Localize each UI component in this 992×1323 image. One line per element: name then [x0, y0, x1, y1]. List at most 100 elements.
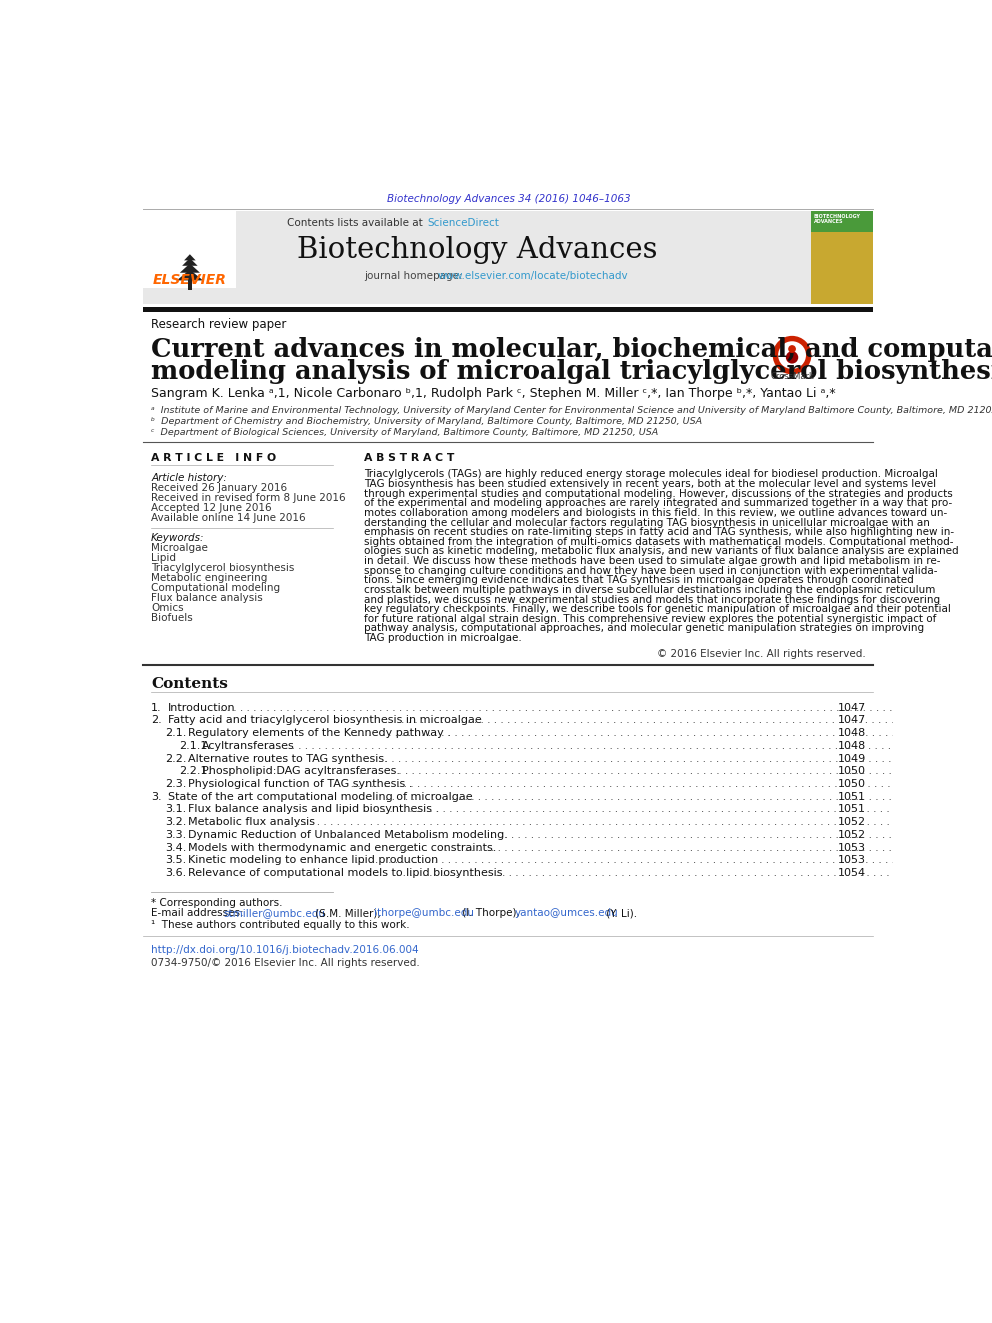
Text: Triacylglycerol biosynthesis: Triacylglycerol biosynthesis: [151, 564, 295, 573]
Text: Phospholipid:DAG acyltransferases.: Phospholipid:DAG acyltransferases.: [202, 766, 401, 777]
Text: www.elsevier.com/locate/biotechadv: www.elsevier.com/locate/biotechadv: [437, 271, 629, 280]
Text: Received 26 January 2016: Received 26 January 2016: [151, 483, 288, 493]
Text: ᶜ  Department of Biological Sciences, University of Maryland, Baltimore County, : ᶜ Department of Biological Sciences, Uni…: [151, 427, 659, 437]
Text: TAG biosynthesis has been studied extensively in recent years, both at the molec: TAG biosynthesis has been studied extens…: [364, 479, 936, 490]
Text: ADVANCES: ADVANCES: [813, 220, 843, 225]
Text: © 2016 Elsevier Inc. All rights reserved.: © 2016 Elsevier Inc. All rights reserved…: [657, 648, 866, 659]
Text: . . . . . . . . . . . . . . . . . . . . . . . . . . . . . . . . . . . . . . . . : . . . . . . . . . . . . . . . . . . . . …: [385, 830, 992, 840]
Polygon shape: [187, 280, 192, 290]
Text: crosstalk between multiple pathways in diverse subcellular destinations includin: crosstalk between multiple pathways in d…: [364, 585, 935, 595]
Text: Metabolic engineering: Metabolic engineering: [151, 573, 268, 583]
Text: State of the art computational modeling of microalgae: State of the art computational modeling …: [169, 791, 473, 802]
Text: modeling analysis of microalgal triacylglycerol biosynthesis: modeling analysis of microalgal triacylg…: [151, 359, 992, 384]
Text: derstanding the cellular and molecular factors regulating TAG biosynthesis in un: derstanding the cellular and molecular f…: [364, 517, 930, 528]
Text: 1048: 1048: [837, 728, 866, 738]
Text: 1050: 1050: [837, 779, 866, 789]
Text: pathway analysis, computational approaches, and molecular genetic manipulation s: pathway analysis, computational approach…: [364, 623, 925, 634]
Text: tions. Since emerging evidence indicates that TAG synthesis in microalgae operat: tions. Since emerging evidence indicates…: [364, 576, 914, 585]
Text: Regulatory elements of the Kennedy pathway .: Regulatory elements of the Kennedy pathw…: [188, 728, 451, 738]
Text: 1051: 1051: [837, 791, 866, 802]
Text: Flux balance analysis: Flux balance analysis: [151, 594, 263, 603]
Text: of the experimental and modeling approaches are rarely integrated and summarized: of the experimental and modeling approac…: [364, 499, 952, 508]
Text: 3.1.: 3.1.: [165, 804, 186, 815]
Text: 3.4.: 3.4.: [165, 843, 186, 852]
Text: emphasis on recent studies on rate-limiting steps in fatty acid and TAG synthesi: emphasis on recent studies on rate-limit…: [364, 527, 954, 537]
Polygon shape: [180, 263, 200, 273]
Text: 1052: 1052: [837, 830, 866, 840]
Text: . . . . . . . . . . . . . . . . . . . . . . . . . . . . . . . . . . . . . . . . : . . . . . . . . . . . . . . . . . . . . …: [362, 804, 992, 815]
Text: Kinetic modeling to enhance lipid production: Kinetic modeling to enhance lipid produc…: [188, 855, 438, 865]
Text: 2.2.: 2.2.: [165, 754, 186, 763]
Polygon shape: [183, 258, 197, 266]
Circle shape: [778, 341, 806, 369]
Text: . . . . . . . . . . . . . . . . . . . . . . . . . . . . . . . . . . . . . . . . : . . . . . . . . . . . . . . . . . . . . …: [265, 741, 992, 751]
Text: Contents lists available at: Contents lists available at: [288, 218, 427, 229]
Text: 1051: 1051: [837, 804, 866, 815]
Text: . . . . . . . . . . . . . . . . . . . . . . . . . . . . . . . . . . . . . . . . : . . . . . . . . . . . . . . . . . . . . …: [219, 703, 992, 713]
Text: 1047: 1047: [837, 716, 866, 725]
Text: ¹  These authors contributed equally to this work.: ¹ These authors contributed equally to t…: [151, 919, 410, 930]
Text: Accepted 12 June 2016: Accepted 12 June 2016: [151, 503, 272, 513]
Text: stmiller@umbc.edu: stmiller@umbc.edu: [223, 909, 325, 918]
Text: Relevance of computational models to lipid biosynthesis: Relevance of computational models to lip…: [188, 868, 503, 878]
Text: . . . . . . . . . . . . . . . . . . . . . . . . . . . . . . . . . . . . . . . . : . . . . . . . . . . . . . . . . . . . . …: [355, 728, 992, 738]
Bar: [811, 232, 873, 303]
Text: 3.6.: 3.6.: [165, 868, 186, 878]
Text: and plastids, we discuss new experimental studies and models that incorporate th: and plastids, we discuss new experimenta…: [364, 594, 940, 605]
Text: E-mail addresses:: E-mail addresses:: [151, 909, 247, 918]
Text: . . . . . . . . . . . . . . . . . . . . . . . . . . . . . . . . . . . . . . . . : . . . . . . . . . . . . . . . . . . . . …: [396, 868, 992, 878]
Text: Received in revised form 8 June 2016: Received in revised form 8 June 2016: [151, 493, 346, 503]
Text: Models with thermodynamic and energetic constraints.: Models with thermodynamic and energetic …: [188, 843, 497, 852]
Text: Sangram K. Lenka ᵃ,1, Nicole Carbonaro ᵇ,1, Rudolph Park ᶜ, Stephen M. Miller ᶜ,: Sangram K. Lenka ᵃ,1, Nicole Carbonaro ᵇ…: [151, 388, 835, 400]
Text: 1053: 1053: [837, 855, 866, 865]
Text: Research review paper: Research review paper: [151, 318, 287, 331]
Polygon shape: [177, 270, 203, 280]
Text: Biofuels: Biofuels: [151, 614, 192, 623]
Text: . . . . . . . . . . . . . . . . . . . . . . . . . . . . . . . . . . . . . . . . : . . . . . . . . . . . . . . . . . . . . …: [332, 766, 992, 777]
Text: Introduction: Introduction: [169, 703, 236, 713]
Polygon shape: [185, 254, 195, 261]
Text: CrossMark: CrossMark: [770, 372, 814, 381]
Text: Physiological function of TAG synthesis .: Physiological function of TAG synthesis …: [188, 779, 413, 789]
Bar: [144, 212, 811, 303]
Text: Contents: Contents: [151, 677, 228, 691]
Text: . . . . . . . . . . . . . . . . . . . . . . . . . . . . . . . . . . . . . . . . : . . . . . . . . . . . . . . . . . . . . …: [401, 716, 992, 725]
Text: 1047: 1047: [837, 703, 866, 713]
Text: 2.1.: 2.1.: [165, 728, 186, 738]
Circle shape: [789, 345, 796, 353]
Text: ᵇ  Department of Chemistry and Biochemistry, University of Maryland, Baltimore C: ᵇ Department of Chemistry and Biochemist…: [151, 417, 702, 426]
Text: . . . . . . . . . . . . . . . . . . . . . . . . . . . . . . . . . . . . . . . . : . . . . . . . . . . . . . . . . . . . . …: [277, 818, 992, 827]
Text: 1054: 1054: [837, 868, 866, 878]
Text: Microalgae: Microalgae: [151, 544, 208, 553]
Text: Biotechnology Advances 34 (2016) 1046–1063: Biotechnology Advances 34 (2016) 1046–10…: [387, 193, 630, 204]
Text: key regulatory checkpoints. Finally, we describe tools for genetic manipulation : key regulatory checkpoints. Finally, we …: [364, 605, 951, 614]
Text: Current advances in molecular, biochemical, and computational: Current advances in molecular, biochemic…: [151, 337, 992, 363]
Text: . . . . . . . . . . . . . . . . . . . . . . . . . . . . . . . . . . . . . . . . : . . . . . . . . . . . . . . . . . . . . …: [325, 754, 992, 763]
Text: 3.: 3.: [151, 791, 162, 802]
Text: . . . . . . . . . . . . . . . . . . . . . . . . . . . . . . . . . . . . . . . . : . . . . . . . . . . . . . . . . . . . . …: [355, 855, 992, 865]
Text: Article history:: Article history:: [151, 472, 227, 483]
Text: 1053: 1053: [837, 843, 866, 852]
Text: Dynamic Reduction of Unbalanced Metabolism modeling.: Dynamic Reduction of Unbalanced Metaboli…: [188, 830, 508, 840]
Text: yantao@umces.edu: yantao@umces.edu: [515, 909, 618, 918]
Circle shape: [773, 336, 811, 374]
Text: Triacylglycerols (TAGs) are highly reduced energy storage molecules ideal for bi: Triacylglycerols (TAGs) are highly reduc…: [364, 470, 938, 479]
Text: A B S T R A C T: A B S T R A C T: [364, 452, 454, 463]
Text: sights obtained from the integration of multi-omics datasets with mathematical m: sights obtained from the integration of …: [364, 537, 953, 546]
Text: 2.3.: 2.3.: [165, 779, 186, 789]
Text: Fatty acid and triacylglycerol biosynthesis in microalgae: Fatty acid and triacylglycerol biosynthe…: [169, 716, 482, 725]
Text: 1050: 1050: [837, 766, 866, 777]
Text: . . . . . . . . . . . . . . . . . . . . . . . . . . . . . . . . . . . . . . . . : . . . . . . . . . . . . . . . . . . . . …: [385, 843, 992, 852]
Text: (S.M. Miller),: (S.M. Miller),: [311, 909, 384, 918]
Text: Flux balance analysis and lipid biosynthesis .: Flux balance analysis and lipid biosynth…: [188, 804, 439, 815]
Bar: [811, 212, 873, 232]
Text: TAG production in microalgae.: TAG production in microalgae.: [364, 634, 522, 643]
Text: 1052: 1052: [837, 818, 866, 827]
Text: 2.: 2.: [151, 716, 162, 725]
Bar: [811, 212, 873, 303]
Text: Metabolic flux analysis: Metabolic flux analysis: [188, 818, 315, 827]
Text: 2.1.1.: 2.1.1.: [179, 741, 211, 751]
Text: ᵃ  Institute of Marine and Environmental Technology, University of Maryland Cent: ᵃ Institute of Marine and Environmental …: [151, 406, 992, 415]
Text: motes collaboration among modelers and biologists in this field. In this review,: motes collaboration among modelers and b…: [364, 508, 947, 519]
Bar: [144, 212, 236, 288]
